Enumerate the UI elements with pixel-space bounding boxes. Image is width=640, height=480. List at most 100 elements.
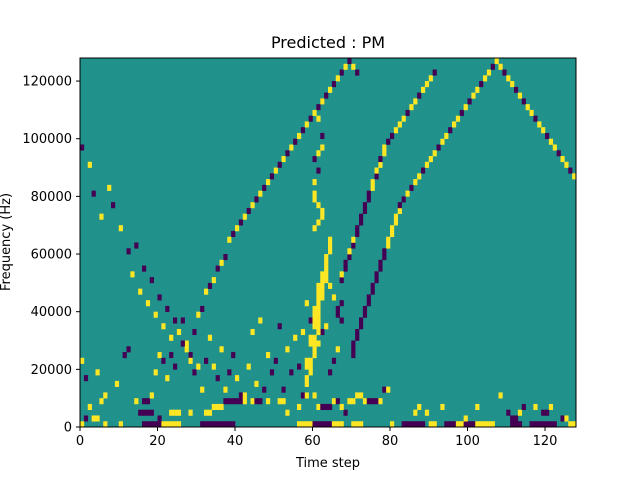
heatmap-cell: [328, 369, 333, 376]
heatmap-cell: [572, 421, 577, 428]
heatmap-cell: [297, 363, 302, 370]
heatmap-cell: [506, 409, 511, 416]
heatmap-cell: [366, 300, 371, 307]
heatmap-cell: [316, 323, 321, 330]
heatmap-cell: [324, 421, 329, 428]
heatmap-cell: [339, 277, 344, 284]
heatmap-cell: [397, 202, 402, 209]
heatmap-cell: [242, 398, 247, 405]
x-tick-label: 20: [149, 434, 166, 449]
heatmap-cell: [297, 403, 302, 411]
heatmap-cell: [111, 202, 116, 209]
heatmap-cell: [153, 421, 158, 428]
heatmap-cell: [328, 248, 333, 255]
heatmap-cell: [370, 398, 375, 405]
heatmap-cell: [475, 86, 480, 93]
heatmap-cell: [409, 184, 414, 191]
heatmap-cell: [328, 403, 333, 411]
heatmap-cell: [339, 317, 344, 324]
heatmap-cell: [351, 398, 356, 405]
heatmap-cell: [308, 334, 313, 341]
heatmap-cell: [91, 415, 96, 422]
x-axis-label: Time step: [295, 456, 360, 471]
heatmap-cell: [207, 334, 213, 341]
heatmap-cell: [320, 213, 325, 220]
heatmap-cell: [200, 386, 205, 393]
heatmap-cell: [320, 328, 325, 336]
heatmap-cell: [316, 167, 321, 174]
heatmap-cell: [316, 317, 321, 324]
heatmap-cell: [362, 398, 368, 405]
heatmap-cell: [266, 352, 271, 359]
heatmap-cell: [161, 421, 166, 428]
heatmap-cell: [312, 305, 317, 312]
heatmap-cell: [281, 156, 286, 163]
heatmap-cell: [359, 317, 364, 324]
heatmap-cell: [359, 213, 364, 220]
heatmap-cell: [498, 392, 503, 399]
heatmap-cell: [304, 121, 309, 128]
x-tick-label: 100: [455, 434, 480, 449]
heatmap-cell: [339, 271, 344, 278]
heatmap-cell: [134, 398, 139, 405]
heatmap-cell: [312, 334, 317, 341]
heatmap-cell: [308, 421, 313, 428]
heatmap-cell: [471, 92, 476, 99]
heatmap-cell: [440, 138, 445, 145]
heatmap-cell: [514, 415, 519, 422]
heatmap-cell: [564, 415, 569, 422]
heatmap-cell: [432, 150, 437, 157]
heatmap-cell: [269, 173, 275, 180]
heatmap-cell: [312, 352, 317, 359]
heatmap-cell: [250, 328, 255, 336]
heatmap-cell: [339, 403, 344, 411]
heatmap-cell: [316, 288, 321, 295]
heatmap-cell: [490, 63, 495, 70]
heatmap-cell: [320, 271, 325, 278]
heatmap-cell: [138, 288, 143, 295]
heatmap-cell: [145, 421, 151, 428]
heatmap-cell: [568, 167, 573, 174]
heatmap-cell: [215, 421, 220, 428]
heatmap-cell: [568, 421, 573, 428]
heatmap-cell: [463, 104, 468, 111]
heatmap-cell: [107, 184, 112, 191]
heatmap-cell: [498, 63, 503, 70]
heatmap-cell: [145, 409, 151, 416]
heatmap-cell: [227, 369, 232, 376]
heatmap-cell: [382, 150, 387, 157]
heatmap-cell: [204, 409, 209, 416]
heatmap-cell: [192, 328, 197, 336]
heatmap-cell: [424, 161, 430, 168]
heatmap-cell: [211, 363, 216, 370]
heatmap-cell: [304, 357, 309, 364]
heatmap-cell: [312, 156, 317, 163]
heatmap-cell: [548, 138, 554, 145]
x-tick-label: 80: [382, 434, 399, 449]
heatmap-cell: [258, 317, 263, 324]
heatmap-cell: [339, 421, 344, 428]
heatmap-cell: [142, 421, 147, 428]
heatmap-cell: [483, 421, 488, 428]
heatmap-cell: [211, 421, 216, 428]
heatmap-cell: [87, 161, 92, 168]
heatmap-cell: [312, 196, 317, 203]
heatmap-cell: [103, 392, 108, 399]
heatmap-cell: [173, 421, 178, 428]
heatmap-cell: [165, 421, 170, 428]
heatmap-cell: [316, 421, 321, 428]
heatmap-cell: [149, 421, 154, 428]
heatmap-cell: [351, 340, 356, 347]
heatmap-cell: [227, 236, 232, 243]
heatmap-cell: [386, 386, 391, 393]
heatmap-cell: [149, 409, 154, 416]
heatmap-cell: [304, 375, 309, 382]
heatmap-cell: [165, 375, 170, 382]
heatmap-cell: [297, 132, 302, 140]
heatmap-cell: [347, 58, 352, 65]
heatmap-cell: [382, 254, 387, 261]
heatmap-cell: [250, 398, 255, 405]
heatmap-cell: [196, 311, 201, 318]
heatmap-cell: [479, 421, 484, 428]
heatmap-cell: [374, 167, 379, 174]
